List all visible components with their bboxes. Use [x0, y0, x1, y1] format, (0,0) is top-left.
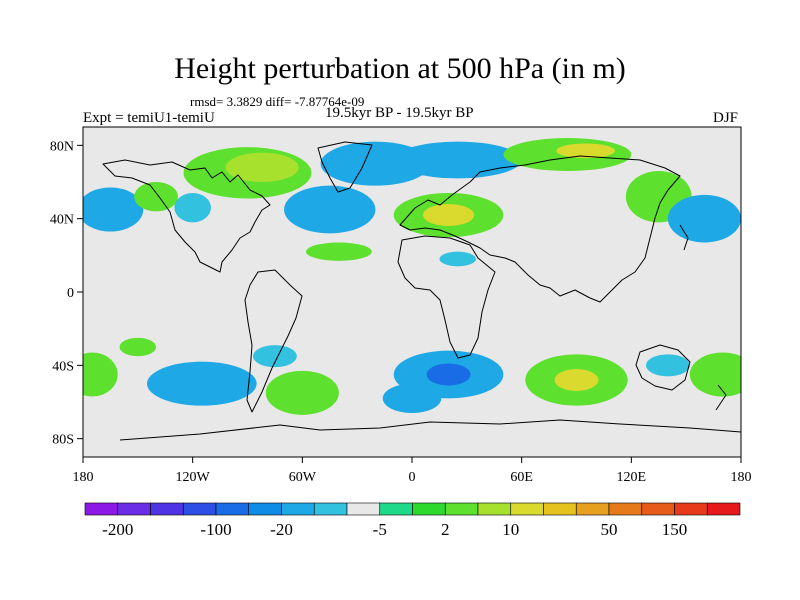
y-tick-label: 80N — [50, 139, 74, 154]
anomaly-region-24 — [554, 369, 599, 391]
colorbar-label: -200 — [102, 520, 133, 539]
coastline-north-america — [102, 159, 271, 273]
colorbar-label: 150 — [662, 520, 688, 539]
anomaly-region-15 — [439, 251, 476, 267]
y-tick-label: 40N — [50, 213, 74, 228]
colorbar-swatch — [84, 502, 119, 516]
x-tick-label: 180 — [73, 470, 94, 485]
colorbar-swatch — [674, 502, 708, 516]
colorbar-swatch — [575, 502, 610, 516]
x-tick-label: 120E — [617, 470, 647, 485]
y-tick-label: 40S — [52, 359, 74, 374]
colorbar-label: 50 — [601, 520, 618, 539]
coastline-africa — [397, 235, 496, 359]
coastline-layer — [102, 141, 741, 441]
coastline-japan — [679, 224, 689, 251]
colorbar-label: -5 — [373, 520, 387, 539]
anomaly-region-4 — [225, 152, 299, 182]
x-tick-label: 0 — [409, 470, 416, 485]
coastline-greenland — [317, 141, 373, 193]
anomaly-region-14 — [305, 242, 372, 261]
colorbar-swatch — [215, 502, 250, 516]
season-label: DJF — [713, 110, 739, 126]
anomaly-region-13 — [667, 194, 741, 243]
colorbar-swatch — [248, 502, 282, 516]
colorbar-swatch — [313, 502, 348, 516]
colorbar-swatch — [117, 502, 151, 516]
axes: 180 120W 60W 0 60E 120E 180 80N 40N 0 40S 80S — [50, 139, 752, 485]
x-tick-label: 120W — [176, 470, 211, 485]
colorbar-swatch — [444, 502, 479, 516]
stats-line: rmsd= 3.3829 diff= -7.87764e-09 — [190, 94, 365, 109]
anomaly-region-27 — [83, 352, 118, 397]
experiment-label: Expt = temiU1-temiU — [83, 110, 215, 126]
x-tick-label: 180 — [731, 470, 752, 485]
anomaly-region-17 — [146, 361, 257, 406]
x-tick-label: 60E — [510, 470, 533, 485]
anomaly-region-7 — [393, 141, 522, 179]
colorbar-label: -20 — [270, 520, 293, 539]
coastline-south-america — [244, 269, 303, 413]
colorbar-swatch — [182, 502, 217, 516]
colorbar-label: -100 — [200, 520, 231, 539]
colorbar-swatch — [281, 502, 315, 516]
anomaly-region-11 — [556, 143, 615, 159]
anomaly-region-2 — [174, 193, 211, 223]
colorbar-label: 2 — [441, 520, 450, 539]
anomaly-region-26 — [689, 352, 741, 397]
anomaly-region-9 — [422, 204, 475, 226]
anomaly-region-25 — [645, 354, 690, 377]
period-label: 19.5kyr BP - 19.5kyr BP — [325, 105, 474, 121]
colorbar-swatch — [477, 502, 512, 516]
colorbar-label: 10 — [502, 520, 519, 539]
anomaly-region-5 — [284, 185, 376, 234]
coastline-new-zealand — [715, 384, 727, 411]
y-tick-label: 0 — [67, 286, 74, 301]
anomaly-region-0 — [83, 187, 144, 232]
anomaly-region-22 — [426, 363, 471, 386]
y-tick-label: 80S — [52, 433, 74, 448]
coastline-eurasia — [399, 155, 681, 303]
coastline-australia — [635, 344, 691, 391]
colorbar-swatch — [510, 502, 544, 516]
colorbar: -200 -100 -20 -5 2 10 50 150 — [84, 502, 741, 539]
colorbar-swatch — [706, 502, 741, 516]
anomaly-region-16 — [119, 337, 157, 357]
anomaly-region-18 — [252, 345, 297, 368]
colorbar-swatch — [608, 502, 643, 516]
colorbar-swatch — [412, 502, 446, 516]
anomaly-region-1 — [134, 182, 179, 212]
colorbar-swatch — [641, 502, 675, 516]
colorbar-swatch — [346, 502, 381, 516]
colorbar-swatch — [150, 502, 184, 516]
coastline-antarctica — [119, 419, 741, 441]
colorbar-swatch — [379, 502, 413, 516]
x-tick-label: 60W — [289, 470, 317, 485]
colorbar-swatch — [543, 502, 577, 516]
anomaly-region-19 — [265, 370, 339, 415]
chart-title: Height perturbation at 500 hPa (in m) — [174, 52, 626, 85]
